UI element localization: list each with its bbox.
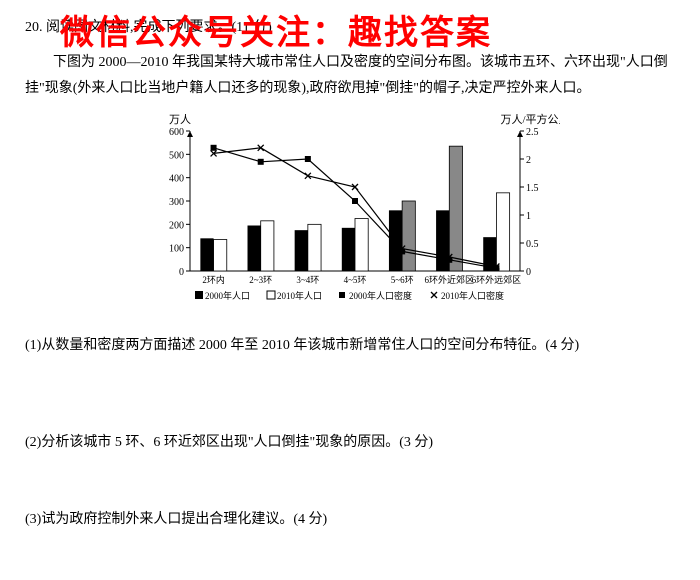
watermark-overlay: 微信公众号关注：趣找答案	[60, 5, 492, 54]
svg-text:500: 500	[169, 150, 184, 161]
svg-text:2~3环: 2~3环	[249, 275, 272, 285]
svg-text:2: 2	[526, 155, 531, 166]
svg-text:1: 1	[526, 211, 531, 222]
svg-text:万人: 万人	[169, 113, 191, 126]
svg-text:0.5: 0.5	[526, 239, 539, 250]
svg-text:1.5: 1.5	[526, 183, 539, 194]
svg-text:0: 0	[526, 267, 531, 278]
svg-text:2000年人口密度: 2000年人口密度	[349, 290, 412, 301]
svg-text:6环外近郊区: 6环外近郊区	[425, 274, 475, 285]
sub-question-2: (2)分析该城市 5 环、6 环近郊区出现"人口倒挂"现象的原因。(3 分)	[25, 430, 675, 455]
svg-text:100: 100	[169, 243, 184, 254]
svg-text:2.5: 2.5	[526, 127, 539, 138]
svg-text:2环内: 2环内	[202, 274, 225, 285]
chart-container: 万人 万人/平方公里 0 100 200 300 400 500 600 0 0.5 1 1.5 2 2.5…	[25, 111, 675, 321]
svg-text:300: 300	[169, 197, 184, 208]
svg-text:0: 0	[179, 267, 184, 278]
svg-text:400: 400	[169, 173, 184, 184]
svg-text:万人/平方公里: 万人/平方公里	[500, 112, 560, 126]
svg-text:2010年人口: 2010年人口	[277, 290, 322, 301]
svg-text:2010年人口密度: 2010年人口密度	[441, 290, 504, 301]
svg-text:4~5环: 4~5环	[344, 275, 367, 285]
svg-text:2000年人口: 2000年人口	[205, 290, 250, 301]
svg-text:200: 200	[169, 220, 184, 231]
svg-text:6环外远郊区: 6环外远郊区	[472, 274, 522, 285]
sub-question-3: (3)试为政府控制外来人口提出合理化建议。(4 分)	[25, 507, 675, 532]
question-number: 20.	[25, 20, 43, 35]
question-body: 下图为 2000—2010 年我国某特大城市常住人口及密度的空间分布图。该城市五…	[25, 50, 675, 103]
population-chart: 万人 万人/平方公里 0 100 200 300 400 500 600 0 0.5 1 1.5 2 2.5…	[140, 111, 560, 321]
sub-question-1: (1)从数量和密度两方面描述 2000 年至 2010 年该城市新增常住人口的空…	[25, 333, 675, 358]
svg-text:600: 600	[169, 127, 184, 138]
svg-text:3~4环: 3~4环	[296, 275, 319, 285]
svg-text:5~6环: 5~6环	[391, 275, 414, 285]
